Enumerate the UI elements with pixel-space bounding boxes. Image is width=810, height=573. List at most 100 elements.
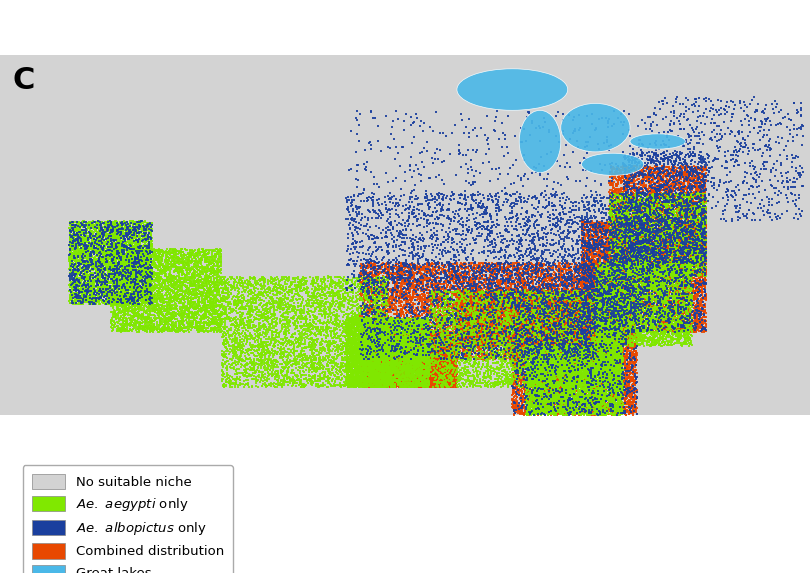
Point [648, 303, 661, 312]
Point [625, 300, 637, 309]
Point [258, 343, 271, 352]
Point [237, 314, 249, 323]
Point [83, 277, 96, 286]
Point [261, 375, 274, 384]
Point [603, 289, 616, 299]
Point [551, 352, 564, 361]
Point [630, 231, 643, 241]
Point [516, 311, 529, 320]
Point [117, 249, 130, 258]
Point [89, 225, 102, 234]
Point [447, 278, 460, 288]
Point [490, 303, 503, 312]
Point [87, 238, 100, 248]
Point [585, 342, 598, 351]
Point [197, 284, 210, 293]
Point [597, 273, 610, 282]
Point [307, 379, 320, 388]
Point [130, 261, 143, 270]
Point [626, 243, 639, 252]
Point [589, 323, 602, 332]
Point [381, 378, 394, 387]
Point [582, 382, 595, 391]
Point [467, 318, 480, 327]
Point [386, 341, 399, 350]
Point [458, 273, 471, 282]
Point [365, 262, 378, 272]
Point [241, 296, 254, 305]
Point [601, 267, 614, 276]
Point [101, 285, 114, 295]
Point [691, 168, 704, 178]
Point [434, 362, 447, 371]
Point [156, 286, 169, 295]
Point [632, 257, 645, 266]
Point [463, 291, 475, 300]
Point [416, 320, 428, 329]
Point [603, 272, 616, 281]
Point [598, 315, 611, 324]
Point [677, 199, 690, 209]
Point [595, 237, 608, 246]
Point [672, 229, 685, 238]
Point [190, 264, 202, 273]
Point [569, 355, 582, 364]
Point [374, 332, 387, 341]
Point [351, 346, 364, 355]
Point [589, 360, 602, 369]
Point [91, 233, 104, 242]
Point [379, 331, 392, 340]
Point [402, 335, 415, 344]
Point [74, 233, 87, 242]
Point [131, 319, 144, 328]
Point [637, 285, 650, 294]
Point [607, 265, 620, 274]
Point [189, 307, 202, 316]
Point [126, 247, 139, 256]
Point [535, 329, 548, 338]
Point [401, 313, 414, 323]
Point [484, 299, 497, 308]
Point [330, 354, 343, 363]
Point [589, 293, 602, 302]
Point [525, 372, 538, 381]
Point [625, 343, 638, 352]
Point [525, 373, 538, 382]
Point [450, 303, 463, 312]
Point [612, 403, 625, 413]
Point [691, 240, 704, 249]
Point [599, 294, 612, 303]
Point [571, 391, 584, 401]
Point [82, 271, 95, 280]
Point [266, 328, 279, 337]
Point [607, 216, 620, 225]
Point [92, 292, 105, 301]
Point [691, 245, 704, 254]
Point [533, 376, 546, 386]
Point [134, 305, 147, 315]
Point [713, 147, 726, 156]
Point [568, 210, 581, 219]
Point [660, 251, 673, 260]
Point [650, 335, 663, 344]
Point [607, 186, 620, 195]
Point [405, 363, 418, 372]
Point [253, 311, 266, 320]
Point [660, 324, 673, 333]
Point [421, 332, 434, 341]
Point [418, 349, 431, 358]
Point [684, 149, 697, 158]
Point [608, 382, 621, 391]
Point [122, 320, 135, 329]
Point [656, 273, 669, 282]
Point [361, 367, 374, 376]
Point [599, 264, 612, 273]
Point [492, 248, 505, 257]
Point [683, 298, 696, 307]
Point [610, 333, 623, 342]
Point [558, 335, 571, 344]
Point [621, 273, 634, 282]
Point [556, 303, 569, 312]
Point [434, 354, 447, 363]
Point [160, 324, 173, 333]
